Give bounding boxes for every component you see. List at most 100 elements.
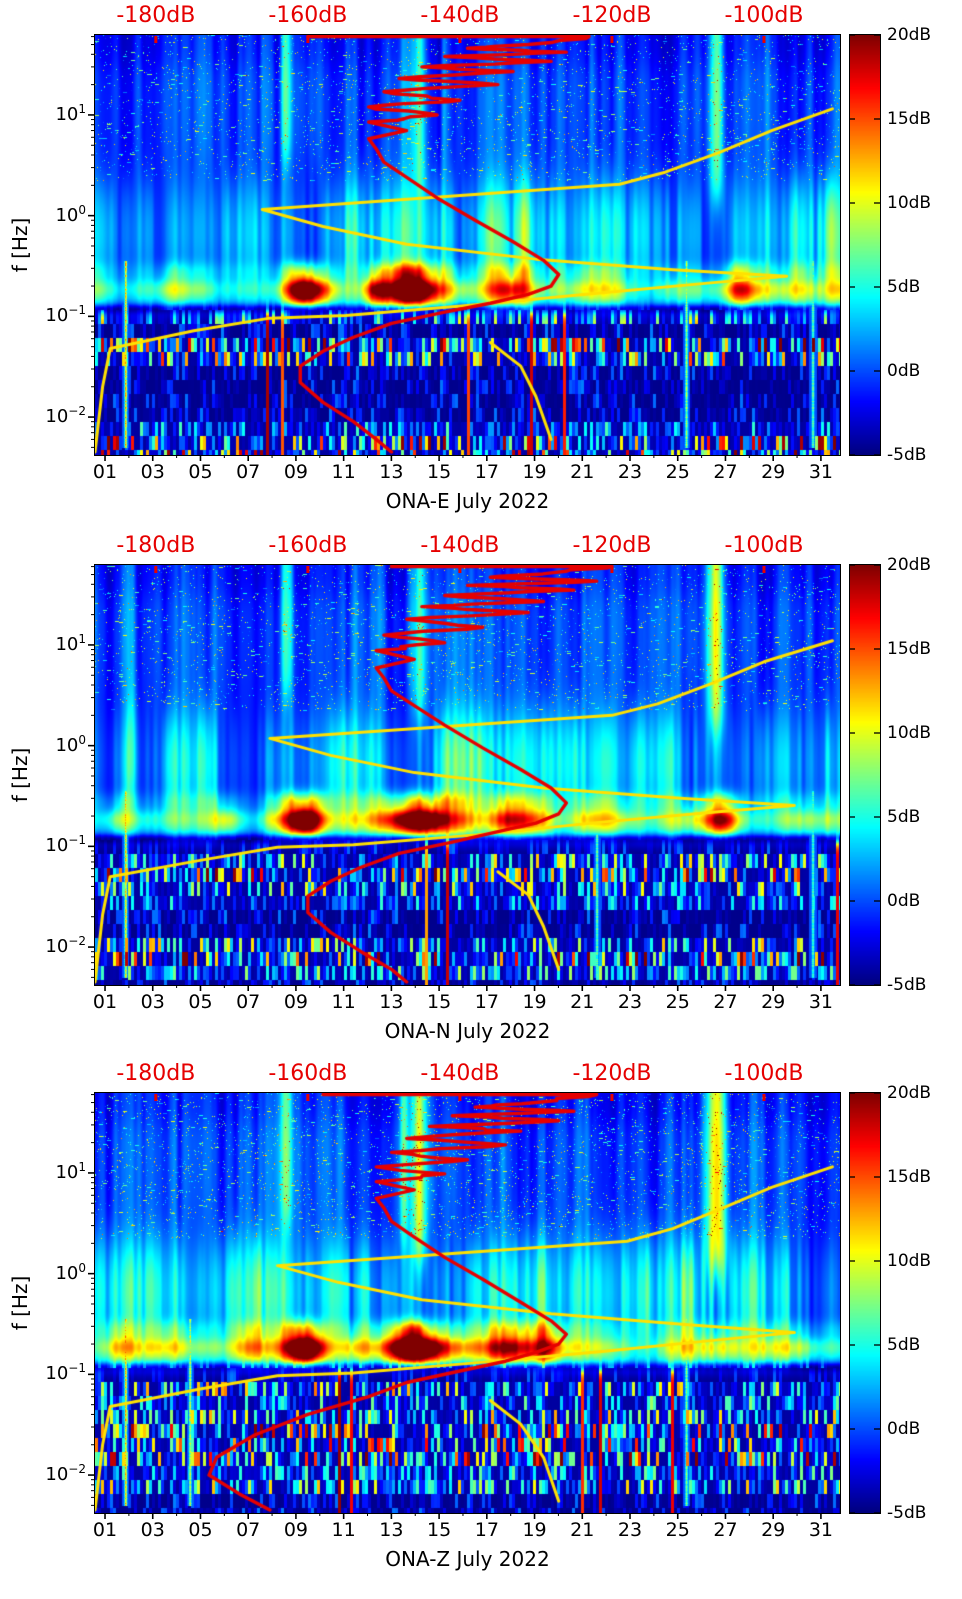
spectrogram-panel-ONA-Z: -180dB -160dB -140dB -120dB -100dB f [Hz] 101 1… [0, 1058, 962, 1599]
y-tick-label: 101 [24, 1161, 86, 1185]
top-axis-label: -120dB [572, 3, 652, 28]
y-tick-exp: 0 [78, 1260, 86, 1275]
x-tick-label: 01 [92, 991, 118, 1013]
colorbar-tick-label: 5dB [887, 1335, 921, 1355]
x-tick-label: 31 [808, 461, 833, 483]
x-tick-label: 01 [92, 1519, 118, 1541]
x-tick-label: 09 [283, 1519, 309, 1541]
x-tick-label: 31 [808, 1519, 833, 1541]
colorbar-tick-label: 0dB [887, 361, 921, 381]
x-tick-label: 09 [283, 991, 309, 1013]
y-tick-exp: −2 [68, 1462, 86, 1477]
x-tick-label: 21 [570, 1519, 595, 1541]
x-tick-label: 13 [379, 1519, 404, 1541]
spectrogram-canvas [94, 34, 841, 456]
colorbar-tick-label: 20dB [887, 25, 932, 45]
x-tick-label: 01 [92, 461, 118, 483]
colorbar-tick-label: 0dB [887, 1419, 921, 1439]
y-tick-base: 10 [45, 835, 69, 857]
top-axis-label: -100dB [724, 1061, 804, 1086]
top-axis-label: -120dB [572, 1061, 652, 1086]
x-tick-label: 13 [379, 991, 404, 1013]
x-tick-label: 27 [713, 1519, 738, 1541]
top-axis-label: -140dB [420, 1061, 500, 1086]
y-tick-base: 10 [55, 633, 79, 655]
y-tick-exp: −2 [68, 404, 86, 419]
y-tick-label: 10−2 [24, 935, 86, 959]
x-axis-label: ONA-Z July 2022 [385, 1547, 550, 1571]
x-tick-label: 09 [283, 461, 309, 483]
x-tick-label: 29 [761, 1519, 786, 1541]
y-tick-base: 10 [45, 1363, 69, 1385]
x-tick-label: 05 [188, 991, 213, 1013]
y-tick-exp: −1 [68, 1361, 86, 1376]
y-tick-label: 101 [24, 633, 86, 657]
y-tick-exp: 1 [78, 101, 86, 116]
x-tick-label: 27 [713, 991, 738, 1013]
y-tick-exp: 1 [78, 631, 86, 646]
colorbar-tick-label: -5dB [887, 975, 927, 995]
x-tick-label: 15 [427, 1519, 452, 1541]
x-tick-label: 25 [665, 1519, 690, 1541]
y-tick-label: 100 [24, 734, 86, 758]
top-axis-label: -160dB [268, 533, 348, 558]
top-axis-label: -100dB [724, 533, 804, 558]
x-tick-label: 07 [236, 461, 261, 483]
x-tick-label: 23 [617, 991, 643, 1013]
x-tick-label: 05 [188, 1519, 213, 1541]
y-tick-base: 10 [45, 1464, 69, 1486]
y-tick-exp: −1 [68, 303, 86, 318]
colorbar-tick-label: -5dB [887, 1503, 927, 1523]
x-tick-label: 19 [522, 991, 547, 1013]
x-tick-label: 15 [427, 991, 452, 1013]
x-tick-label: 11 [331, 461, 356, 483]
y-tick-label: 101 [24, 103, 86, 127]
x-tick-label: 03 [140, 991, 165, 1013]
y-tick-exp: 1 [78, 1159, 86, 1174]
spectrogram-panel-ONA-E: -180dB -160dB -140dB -120dB -100dB f [Hz] 101 1… [0, 0, 962, 541]
y-tick-exp: 0 [78, 202, 86, 217]
y-tick-label: 10−1 [24, 1362, 86, 1386]
colorbar-tick-label: 5dB [887, 807, 921, 827]
y-tick-label: 100 [24, 1262, 86, 1286]
top-axis-label: -180dB [116, 3, 196, 28]
x-axis-label: ONA-E July 2022 [385, 489, 550, 513]
x-tick-label: 07 [236, 991, 261, 1013]
spectrogram-canvas [94, 1092, 841, 1514]
y-tick-base: 10 [45, 936, 69, 958]
colorbar-tick-label: 15dB [887, 1167, 932, 1187]
y-tick-base: 10 [55, 103, 79, 125]
top-axis-label: -180dB [116, 1061, 196, 1086]
x-tick-label: 17 [474, 991, 499, 1013]
colorbar-tick-label: 5dB [887, 277, 921, 297]
colorbar-tick-label: 0dB [887, 891, 921, 911]
y-tick-label: 100 [24, 204, 86, 228]
spectrogram-canvas [94, 564, 841, 986]
x-tick-label: 17 [474, 1519, 499, 1541]
colorbar [849, 1092, 881, 1514]
x-tick-label: 31 [808, 991, 833, 1013]
x-tick-label: 21 [570, 991, 595, 1013]
x-tick-label: 25 [665, 461, 690, 483]
x-tick-label: 25 [665, 991, 690, 1013]
y-tick-base: 10 [55, 1262, 79, 1284]
x-tick-label: 11 [331, 1519, 356, 1541]
x-axis-label: ONA-N July 2022 [384, 1019, 551, 1043]
colorbar-tick-label: 20dB [887, 1083, 932, 1103]
y-tick-label: 10−1 [24, 834, 86, 858]
x-tick-label: 03 [140, 1519, 165, 1541]
y-tick-label: 10−2 [24, 1463, 86, 1487]
x-tick-label: 19 [522, 461, 547, 483]
colorbar [849, 564, 881, 986]
y-tick-base: 10 [55, 1161, 79, 1183]
y-tick-base: 10 [55, 204, 79, 226]
x-tick-label: 11 [331, 991, 356, 1013]
x-tick-label: 15 [427, 461, 452, 483]
x-tick-label: 29 [761, 991, 786, 1013]
colorbar [849, 34, 881, 456]
x-tick-label: 17 [474, 461, 499, 483]
x-tick-label: 13 [379, 461, 404, 483]
x-tick-label: 19 [522, 1519, 547, 1541]
x-tick-label: 23 [617, 461, 643, 483]
